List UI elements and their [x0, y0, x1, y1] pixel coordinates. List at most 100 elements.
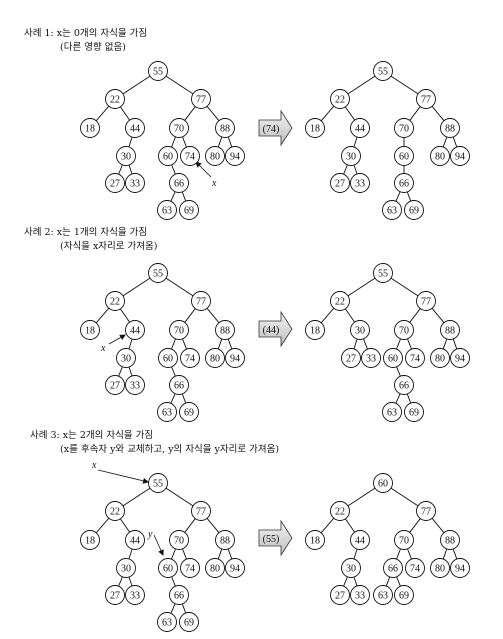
tree-node: 55	[373, 61, 393, 81]
tree-node: 33	[350, 173, 370, 193]
node-circle	[105, 291, 125, 311]
tree-edge	[395, 191, 401, 202]
node-circle	[305, 118, 325, 138]
node-circle	[179, 200, 199, 220]
tree-edge	[217, 338, 223, 350]
tree-node: 60	[158, 348, 178, 368]
tree-edge	[407, 548, 412, 560]
tree-edge	[128, 576, 133, 587]
node-key: 69	[184, 206, 194, 217]
tree-node: 77	[416, 501, 436, 521]
tree-edge	[353, 164, 358, 175]
node-key: 55	[378, 67, 388, 78]
tree-node: 66	[383, 558, 403, 578]
tree-edge	[118, 164, 123, 175]
node-key: 27	[335, 179, 345, 190]
node-key: 44	[130, 124, 140, 135]
case2-tree-after: 55 22 77 18 30 70 88 27 33 60 74 80 94 66 63 69	[305, 263, 470, 422]
tree-edge	[409, 308, 421, 323]
node-key: 22	[110, 95, 120, 106]
tree-node: 44	[125, 530, 145, 550]
case3-transition-arrow: (55)	[258, 519, 293, 557]
case3-tree-before: 55 22 77 18 44 70 88 30 60 74 80 94 27 33 66 63 69	[80, 473, 245, 632]
node-circle	[116, 348, 136, 368]
node-circle	[157, 200, 177, 220]
tree-node: 88	[440, 320, 460, 340]
node-circle	[430, 348, 450, 368]
node-key: 94	[455, 564, 465, 575]
tree-edge	[385, 576, 391, 587]
node-circle	[191, 291, 211, 311]
tree-node: 60	[373, 473, 393, 493]
node-key: 63	[162, 206, 172, 217]
node-key: 80	[210, 354, 220, 365]
node-key: 60	[163, 354, 173, 365]
tree-node: 69	[404, 200, 424, 220]
tree-node: 63	[157, 200, 177, 220]
tree-node: 27	[341, 348, 361, 368]
node-circle	[105, 89, 125, 109]
tree-node: 66	[394, 173, 414, 193]
node-key: 22	[335, 507, 345, 518]
tree-edge	[171, 136, 176, 148]
node-key: 74	[185, 152, 195, 163]
node-key: 33	[130, 381, 140, 392]
tree-node: 70	[169, 530, 189, 550]
node-key: 69	[184, 618, 194, 629]
tree-edge	[442, 548, 448, 560]
tree-node: 27	[330, 173, 350, 193]
node-key: 30	[346, 564, 356, 575]
node-key: 70	[399, 536, 409, 547]
node-key: 66	[399, 179, 409, 190]
tree-node: 30	[350, 320, 370, 340]
case2-x-pointer: x	[100, 334, 126, 354]
node-circle	[394, 585, 414, 605]
node-key: 55	[153, 479, 163, 490]
node-circle	[116, 146, 136, 166]
case1-tree-after: 55 22 77 18 44 70 88 30 60 80 94 27 33 66 63 69	[305, 61, 470, 220]
node-key: 74	[410, 564, 420, 575]
node-circle	[405, 348, 425, 368]
tree-edge	[165, 487, 194, 507]
node-key: 66	[174, 179, 184, 190]
node-circle	[430, 146, 450, 166]
node-key: 55	[153, 269, 163, 280]
tree-node: 33	[125, 585, 145, 605]
tree-node: 60	[383, 348, 403, 368]
node-circle	[383, 558, 403, 578]
tree-node: 44	[350, 118, 370, 138]
tree-node: 69	[179, 200, 199, 220]
tree-edge	[452, 548, 458, 560]
node-key: 70	[174, 326, 184, 337]
tree-edge	[406, 393, 412, 404]
node-circle	[405, 558, 425, 578]
node-circle	[394, 146, 414, 166]
tree-node: 80	[205, 348, 225, 368]
node-key: 88	[220, 326, 230, 337]
case2-title: 사례 2: x는 1개의 자식을 가짐	[24, 227, 147, 238]
tree-node: 94	[225, 558, 245, 578]
node-key: 55	[378, 269, 388, 280]
node-key: 80	[210, 564, 220, 575]
case2-x-label: x	[100, 343, 106, 354]
tree-node: 77	[191, 291, 211, 311]
tree-node: 77	[416, 291, 436, 311]
case3-op-label: (55)	[263, 534, 280, 545]
tree-edge	[206, 518, 220, 533]
node-key: 55	[153, 67, 163, 78]
node-circle	[373, 61, 393, 81]
node-circle	[394, 375, 414, 395]
node-circle	[158, 146, 178, 166]
tree-edge	[227, 338, 233, 350]
node-circle	[394, 530, 414, 550]
case1-transition-arrow: (74)	[258, 109, 293, 147]
node-key: 94	[455, 354, 465, 365]
node-circle	[169, 530, 189, 550]
tree-edge	[122, 75, 151, 95]
node-key: 30	[355, 326, 365, 337]
tree-edge	[345, 106, 355, 121]
tree-edge	[170, 393, 176, 404]
tree-node: 22	[330, 501, 350, 521]
tree-edge	[171, 366, 176, 377]
case1-tree-before: 55 22 77 18 44 70 88 30 60 74 80 94 27 33 66 63 69	[80, 61, 245, 220]
